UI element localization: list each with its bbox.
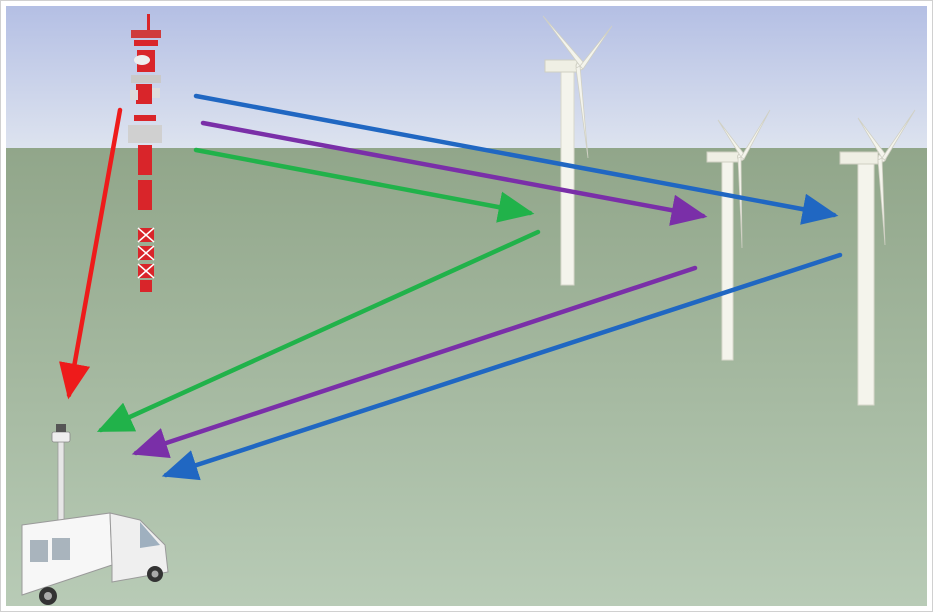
blue-reflected-arrow <box>161 252 843 481</box>
signal-paths <box>59 93 843 481</box>
broadcast-tower <box>128 14 162 292</box>
wind-turbine-1 <box>542 15 613 286</box>
direct-path-arrow <box>59 107 123 400</box>
wind-turbine-3 <box>839 109 916 406</box>
green-incident-arrow <box>193 147 535 223</box>
purple-reflected-arrow <box>131 265 698 459</box>
broadcast-van <box>21 424 169 605</box>
wind-turbine-2 <box>706 109 771 361</box>
purple-incident-arrow <box>200 120 708 226</box>
blue-incident-arrow <box>193 93 839 225</box>
green-reflected-arrow <box>96 229 541 433</box>
